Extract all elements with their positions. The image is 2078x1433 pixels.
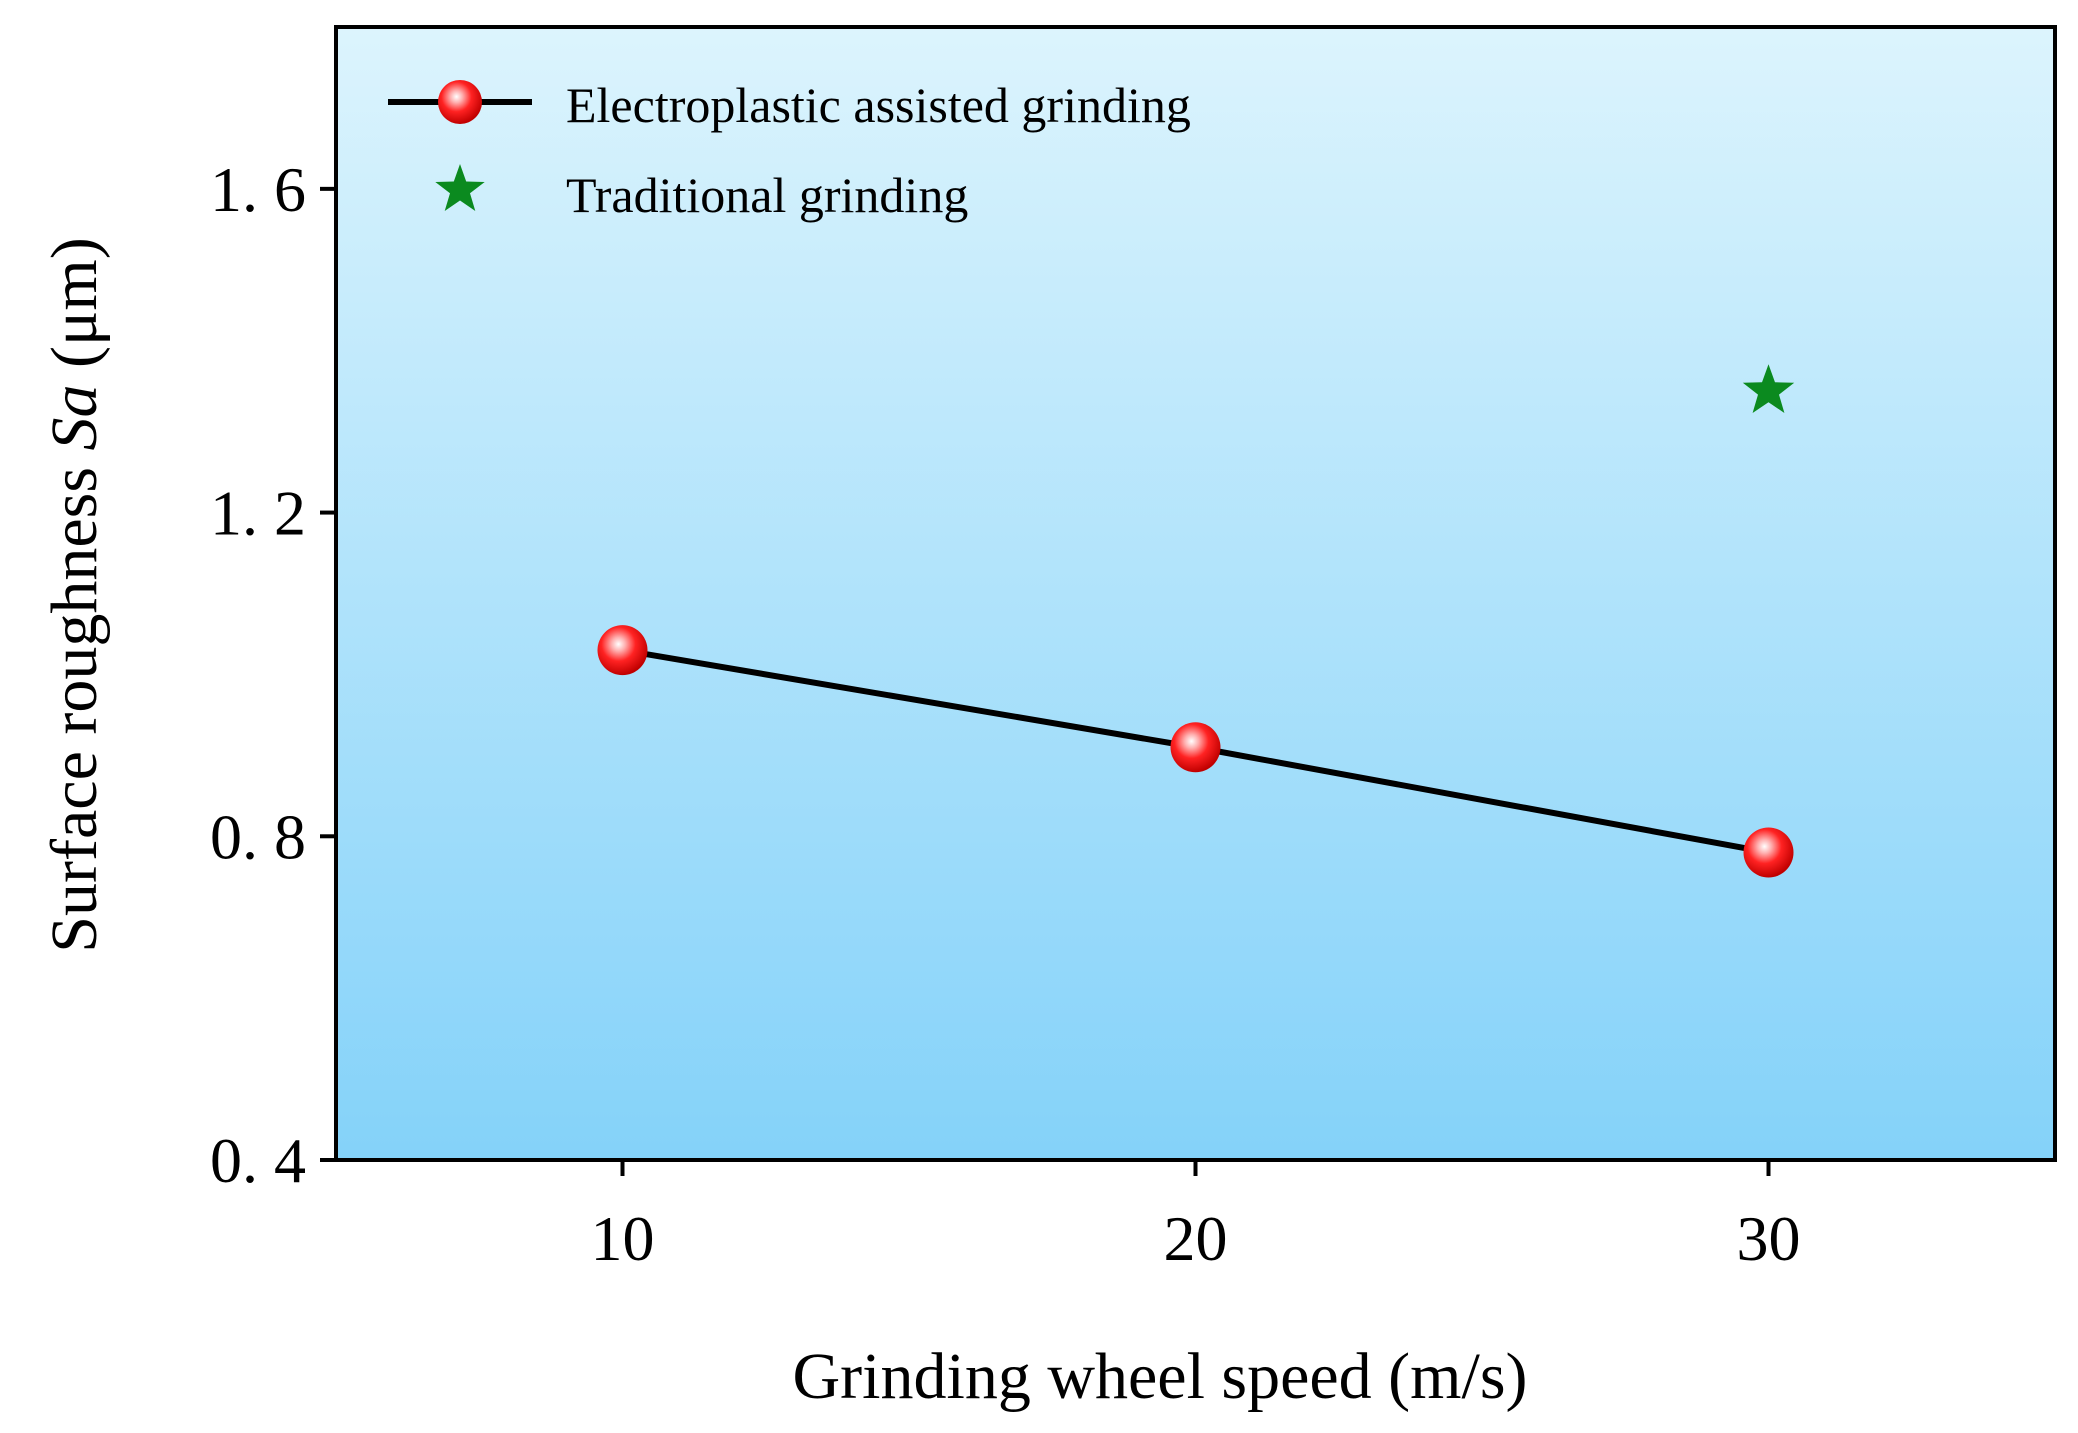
x-tick-label: 10 (591, 1203, 655, 1274)
y-axis-title-italic: Sa (38, 385, 111, 451)
x-axis: 10 20 30 (591, 1160, 1801, 1274)
y-axis: 0. 4 0. 8 1. 2 1. 6 (210, 154, 336, 1196)
legend-label-traditional: Traditional grinding (566, 167, 968, 223)
legend: Electroplastic assisted grinding Traditi… (388, 77, 1191, 223)
x-axis-title: Grinding wheel speed (m/s) (793, 1340, 1528, 1413)
legend-label-electroplastic: Electroplastic assisted grinding (566, 77, 1191, 133)
y-tick-label: 0. 4 (210, 1125, 306, 1196)
data-point-electroplastic (1170, 722, 1221, 773)
x-tick-label: 20 (1164, 1203, 1228, 1274)
data-point-electroplastic (1743, 827, 1794, 878)
y-tick-label: 1. 6 (210, 154, 306, 225)
y-tick-label: 0. 8 (210, 801, 306, 872)
y-axis-title-suffix: (μm) (38, 237, 111, 384)
y-tick-label: 1. 2 (210, 478, 306, 549)
x-tick-label: 30 (1737, 1203, 1801, 1274)
data-point-traditional (1742, 364, 1795, 413)
legend-circle-marker (438, 80, 482, 124)
legend-star-marker (435, 164, 485, 211)
y-axis-title-prefix: Surface roughness (38, 451, 111, 953)
data-point-electroplastic (597, 625, 648, 676)
y-axis-title: Surface roughness Sa (μm) (38, 237, 111, 952)
plot-area (334, 25, 2057, 1162)
series-markers (597, 364, 1795, 878)
